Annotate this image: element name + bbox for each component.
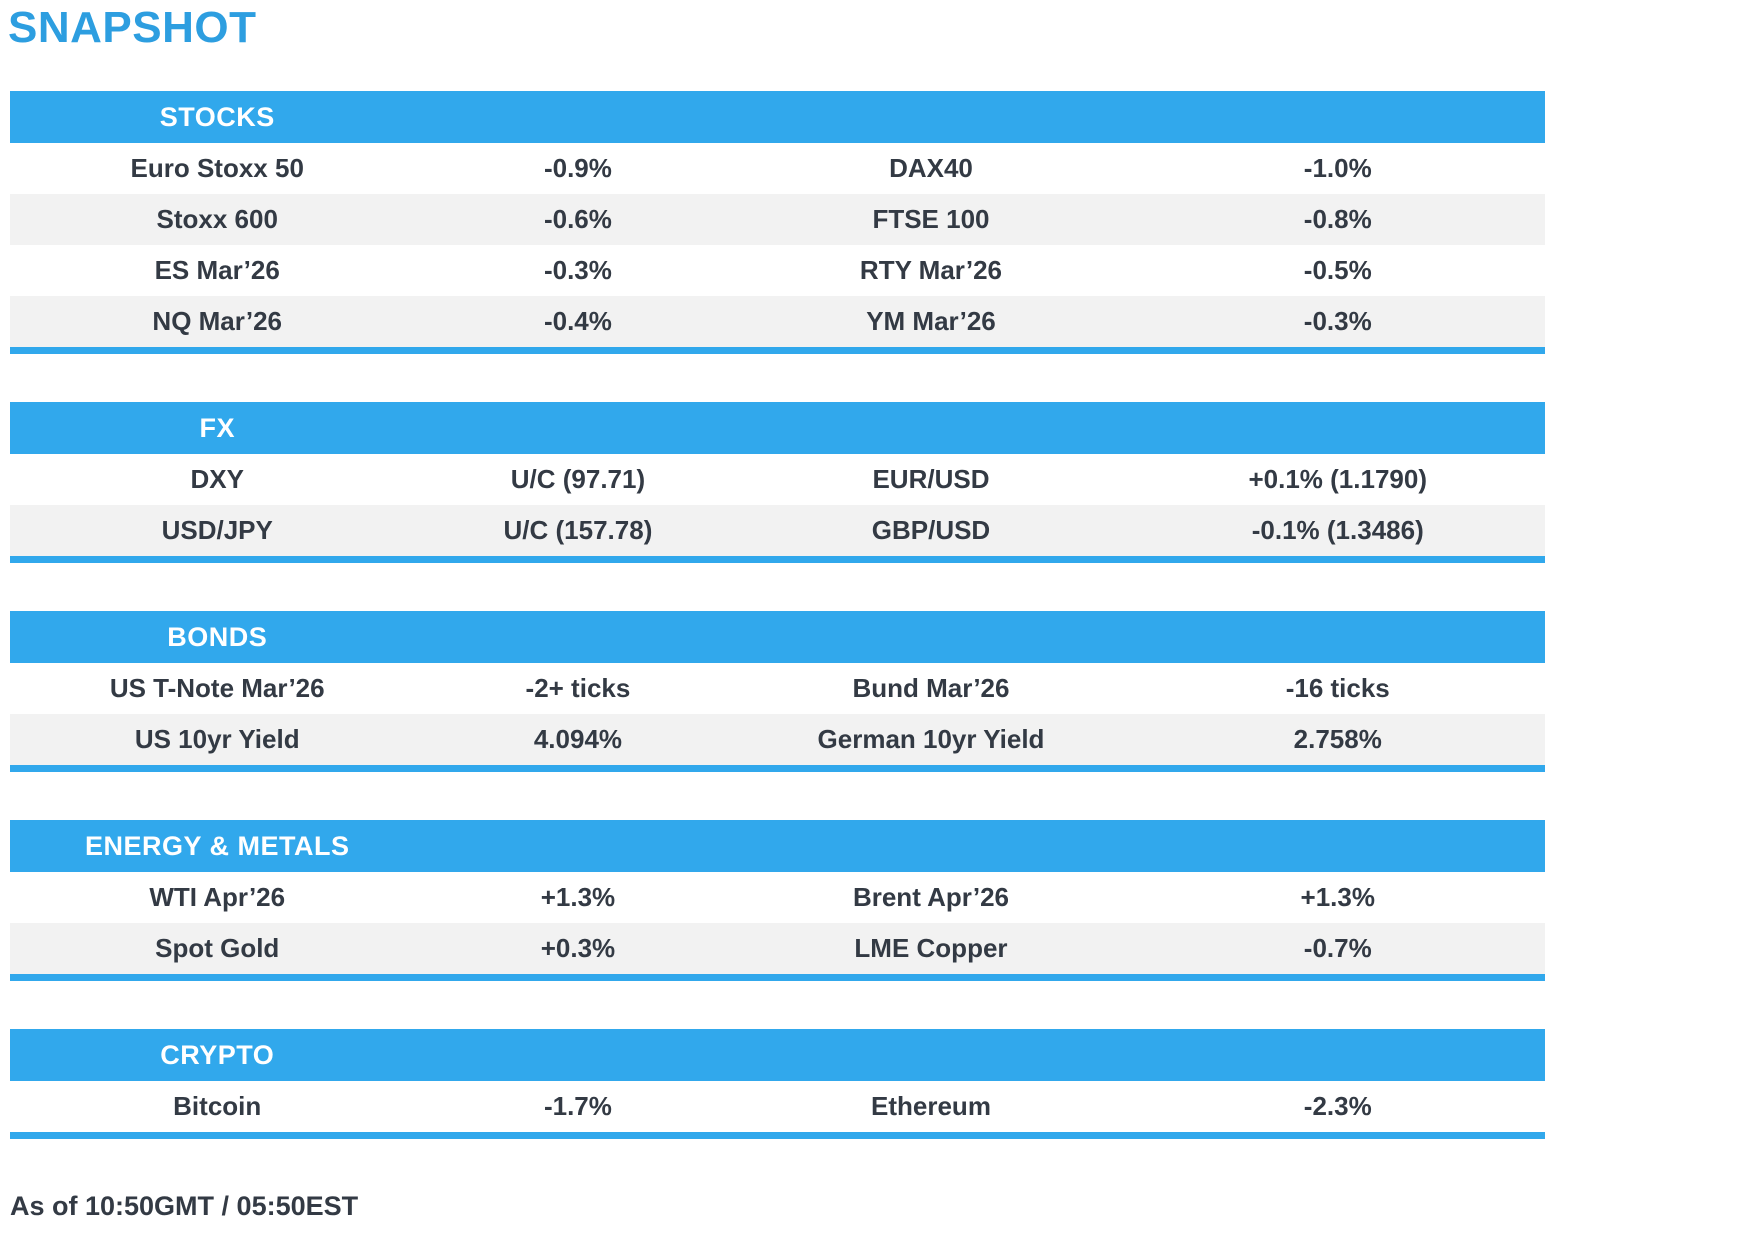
instrument-label: Brent Apr’26	[852, 882, 1009, 913]
instrument-value: -2+ ticks	[525, 673, 631, 704]
instrument-label: US T-Note Mar’26	[109, 673, 325, 704]
table-row: Bitcoin -1.7% Ethereum -2.3%	[10, 1081, 1545, 1133]
section-rows: Bitcoin -1.7% Ethereum -2.3%	[10, 1081, 1545, 1133]
table-row: US T-Note Mar’26 -2+ ticks Bund Mar’26 -…	[10, 663, 1545, 715]
instrument-value: +0.1% (1.1790)	[1248, 464, 1427, 495]
section-energy-metals: ENERGY & METALS WTI Apr’26 +1.3% Brent A…	[10, 820, 1545, 982]
instrument-value: -0.7%	[1303, 933, 1372, 964]
instrument-value: -0.3%	[1303, 306, 1372, 337]
section-header-bar: ENERGY & METALS	[10, 820, 1545, 873]
instrument-label: GBP/USD	[871, 515, 991, 546]
instrument-value: -0.4%	[543, 306, 612, 337]
instrument-label: FTSE 100	[872, 204, 990, 235]
instrument-label: Stoxx 600	[156, 204, 278, 235]
table-row: Euro Stoxx 50 -0.9% DAX40 -1.0%	[10, 143, 1545, 195]
section-header-bar: STOCKS	[10, 91, 1545, 144]
instrument-value: -0.5%	[1303, 255, 1372, 286]
section-header-bar: CRYPTO	[10, 1029, 1545, 1082]
table-row: US 10yr Yield 4.094% German 10yr Yield 2…	[10, 714, 1545, 766]
instrument-value: -0.6%	[543, 204, 612, 235]
table-row: Stoxx 600 -0.6% FTSE 100 -0.8%	[10, 194, 1545, 246]
instrument-label: USD/JPY	[161, 515, 273, 546]
instrument-value: +0.3%	[540, 933, 616, 964]
instrument-label: Spot Gold	[155, 933, 280, 964]
section-stocks: STOCKS Euro Stoxx 50 -0.9% DAX40 -1.0% S…	[10, 91, 1545, 355]
instrument-label: Ethereum	[871, 1091, 991, 1122]
instrument-label: EUR/USD	[872, 464, 990, 495]
section-rows: US T-Note Mar’26 -2+ ticks Bund Mar’26 -…	[10, 663, 1545, 766]
instrument-label: US 10yr Yield	[134, 724, 300, 755]
table-row: DXY U/C (97.71) EUR/USD +0.1% (1.1790)	[10, 454, 1545, 506]
instrument-value: -1.0%	[1303, 153, 1372, 184]
instrument-value: U/C (157.78)	[503, 515, 653, 546]
section-title: CRYPTO	[160, 1039, 275, 1070]
instrument-value: -1.7%	[543, 1091, 612, 1122]
instrument-value: +1.3%	[1300, 882, 1375, 913]
instrument-value: 4.094%	[533, 724, 623, 755]
section-rows: WTI Apr’26 +1.3% Brent Apr’26 +1.3% Spot…	[10, 872, 1545, 975]
instrument-value: -2.3%	[1303, 1091, 1372, 1122]
section-rows: DXY U/C (97.71) EUR/USD +0.1% (1.1790) U…	[10, 454, 1545, 557]
section-bonds: BONDS US T-Note Mar’26 -2+ ticks Bund Ma…	[10, 611, 1545, 773]
instrument-value: 2.758%	[1293, 724, 1382, 755]
instrument-value: U/C (97.71)	[510, 464, 646, 495]
section-title: FX	[199, 412, 235, 443]
section-header-bar: FX	[10, 402, 1545, 455]
table-row: WTI Apr’26 +1.3% Brent Apr’26 +1.3%	[10, 872, 1545, 924]
section-header-bar: BONDS	[10, 611, 1545, 664]
section-title: BONDS	[167, 621, 268, 652]
instrument-value: -0.3%	[543, 255, 612, 286]
sections-container: STOCKS Euro Stoxx 50 -0.9% DAX40 -1.0% S…	[10, 91, 1545, 1140]
instrument-label: Bitcoin	[173, 1091, 262, 1122]
instrument-label: Bund Mar’26	[852, 673, 1010, 704]
instrument-label: German 10yr Yield	[817, 724, 1045, 755]
snapshot-page: SNAPSHOT STOCKS Euro Stoxx 50 -0.9% DAX4…	[8, 0, 1545, 1222]
table-row: USD/JPY U/C (157.78) GBP/USD -0.1% (1.34…	[10, 505, 1545, 557]
section-crypto: CRYPTO Bitcoin -1.7% Ethereum -2.3%	[10, 1029, 1545, 1140]
table-row: Spot Gold +0.3% LME Copper -0.7%	[10, 923, 1545, 975]
instrument-label: YM Mar’26	[866, 306, 996, 337]
instrument-value: -0.1% (1.3486)	[1251, 515, 1424, 546]
as-of-timestamp: As of 10:50GMT / 05:50EST	[10, 1191, 359, 1222]
instrument-label: WTI Apr’26	[149, 882, 286, 913]
instrument-label: DXY	[190, 464, 244, 495]
section-rows: Euro Stoxx 50 -0.9% DAX40 -1.0% Stoxx 60…	[10, 143, 1545, 348]
instrument-label: DAX40	[889, 153, 973, 184]
instrument-label: LME Copper	[854, 933, 1008, 964]
instrument-value: -16 ticks	[1285, 673, 1390, 704]
table-row: ES Mar’26 -0.3% RTY Mar’26 -0.5%	[10, 245, 1545, 297]
instrument-label: NQ Mar’26	[152, 306, 282, 337]
section-title: STOCKS	[159, 101, 275, 132]
section-fx: FX DXY U/C (97.71) EUR/USD +0.1% (1.1790…	[10, 402, 1545, 564]
instrument-value: +1.3%	[540, 882, 616, 913]
instrument-label: RTY Mar’26	[859, 255, 1003, 286]
instrument-value: -0.9%	[543, 153, 612, 184]
instrument-value: -0.8%	[1303, 204, 1372, 235]
table-row: NQ Mar’26 -0.4% YM Mar’26 -0.3%	[10, 296, 1545, 348]
instrument-label: ES Mar’26	[154, 255, 280, 286]
instrument-label: Euro Stoxx 50	[130, 153, 304, 184]
page-title: SNAPSHOT	[8, 3, 257, 52]
section-title: ENERGY & METALS	[84, 830, 350, 861]
